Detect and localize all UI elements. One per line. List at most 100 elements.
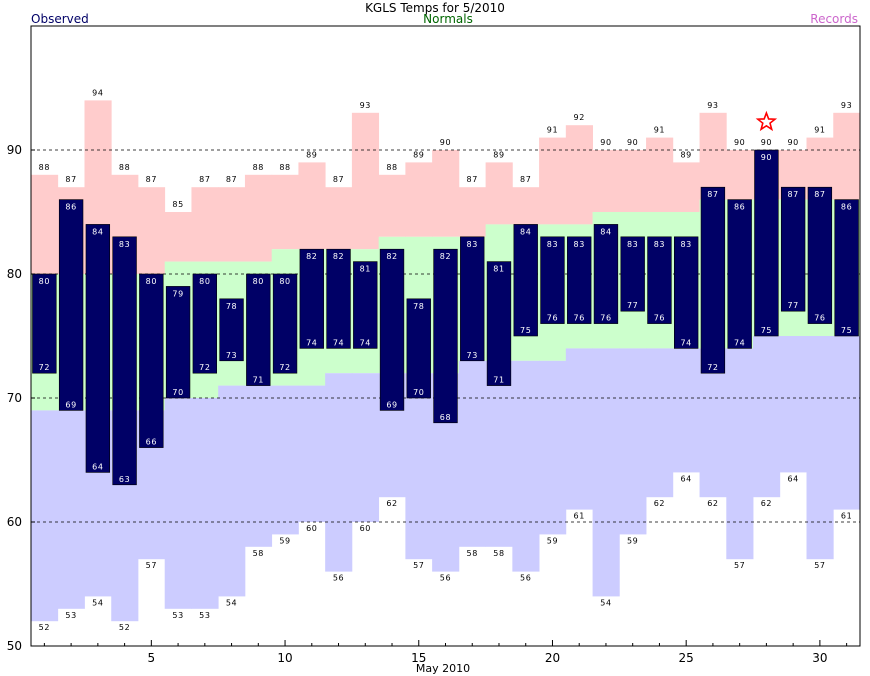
record-low-label: 58 — [253, 549, 264, 558]
x-tick-label: 20 — [545, 651, 560, 665]
record-high-label: 92 — [574, 113, 585, 122]
record-high-label: 89 — [306, 150, 317, 159]
record-high-label: 90 — [787, 138, 798, 147]
observed-bar — [139, 273, 164, 448]
observed-bar — [85, 224, 111, 473]
observed-high-label: 83 — [627, 240, 638, 249]
record-low-band — [539, 360, 567, 535]
observed-low-label: 75 — [841, 326, 852, 335]
observed-bar — [58, 199, 84, 411]
record-low-label: 59 — [547, 536, 558, 545]
observed-bar — [513, 224, 538, 337]
record-high-label: 88 — [39, 163, 50, 172]
record-high-band — [378, 174, 406, 237]
observed-bar — [620, 236, 645, 312]
observed-high-label: 82 — [440, 252, 451, 261]
observed-high-label: 86 — [65, 203, 76, 212]
observed-high-label: 83 — [119, 240, 130, 249]
observed-low-label: 69 — [386, 400, 397, 409]
observed-high-label: 80 — [253, 277, 264, 286]
record-low-label: 53 — [199, 611, 210, 620]
observed-high-label: 80 — [279, 277, 290, 286]
record-high-label: 89 — [493, 150, 504, 159]
y-tick-label: 80 — [7, 267, 22, 281]
observed-bar — [647, 236, 672, 324]
record-high-band — [191, 187, 219, 262]
record-high-band — [31, 174, 59, 274]
observed-low-label: 76 — [814, 314, 825, 323]
record-high-label: 93 — [360, 101, 371, 110]
observed-low-label: 73 — [226, 351, 237, 360]
observed-low-label: 71 — [493, 376, 504, 385]
observed-high-label: 87 — [787, 190, 798, 199]
observed-low-label: 74 — [306, 338, 317, 347]
record-low-label: 64 — [680, 474, 691, 483]
y-tick-label: 60 — [7, 515, 22, 529]
record-high-band — [592, 150, 620, 212]
observed-bar — [219, 298, 244, 362]
observed-low-label: 66 — [146, 438, 157, 447]
record-low-band — [271, 385, 299, 535]
observed-high-label: 83 — [547, 240, 558, 249]
observed-high-label: 87 — [814, 190, 825, 199]
observed-low-label: 74 — [333, 338, 344, 347]
x-tick-label: 10 — [277, 651, 292, 665]
observed-low-label: 72 — [39, 363, 50, 372]
observed-high-label: 83 — [680, 240, 691, 249]
observed-bar — [379, 248, 405, 411]
observed-bar — [433, 248, 458, 424]
observed-low-label: 74 — [680, 338, 691, 347]
observed-high-label: 81 — [360, 265, 371, 274]
observed-bar — [32, 273, 57, 374]
observed-bar — [807, 186, 833, 324]
record-low-label: 62 — [386, 499, 397, 508]
observed-low-label: 74 — [360, 338, 371, 347]
observed-low-label: 75 — [520, 326, 531, 335]
record-low-label: 56 — [440, 574, 451, 583]
record-low-label: 60 — [360, 524, 371, 533]
observed-high-label: 83 — [574, 240, 585, 249]
observed-high-label: 83 — [654, 240, 665, 249]
record-low-label: 53 — [65, 611, 76, 620]
record-low-label: 54 — [226, 598, 237, 607]
record-high-label: 88 — [386, 163, 397, 172]
record-low-band — [672, 348, 700, 473]
observed-high-label: 80 — [39, 277, 50, 286]
record-high-band — [539, 137, 567, 225]
y-tick-label: 90 — [7, 143, 22, 157]
record-high-label: 90 — [600, 138, 611, 147]
record-high-band — [137, 187, 166, 274]
observed-high-label: 90 — [761, 153, 772, 162]
record-low-label: 57 — [413, 561, 424, 570]
observed-bar — [112, 236, 137, 486]
record-low-label: 62 — [761, 499, 772, 508]
record-low-label: 61 — [841, 512, 852, 521]
record-low-band — [244, 385, 273, 547]
observed-low-label: 74 — [734, 338, 745, 347]
observed-high-label: 83 — [467, 240, 478, 249]
observed-low-label: 72 — [199, 363, 210, 372]
record-low-label: 59 — [627, 536, 638, 545]
record-high-band — [672, 162, 700, 212]
record-high-label: 87 — [520, 175, 531, 184]
record-low-label: 56 — [333, 574, 344, 583]
record-low-band — [753, 336, 781, 498]
observed-low-label: 68 — [440, 413, 451, 422]
record-high-band — [271, 174, 299, 250]
record-low-band — [405, 373, 433, 560]
observed-bar — [299, 248, 324, 349]
observed-bar — [165, 286, 191, 399]
observed-high-label: 86 — [734, 203, 745, 212]
record-low-band — [298, 385, 326, 522]
observed-bar — [460, 236, 485, 362]
record-high-band — [619, 150, 647, 212]
record-high-label: 87 — [226, 175, 237, 184]
observed-high-label: 87 — [707, 190, 718, 199]
record-high-label: 90 — [734, 138, 745, 147]
observed-high-label: 78 — [413, 302, 424, 311]
observed-bar — [567, 236, 592, 324]
record-high-band — [351, 112, 380, 250]
record-high-label: 91 — [547, 126, 558, 135]
record-high-band — [485, 162, 513, 225]
